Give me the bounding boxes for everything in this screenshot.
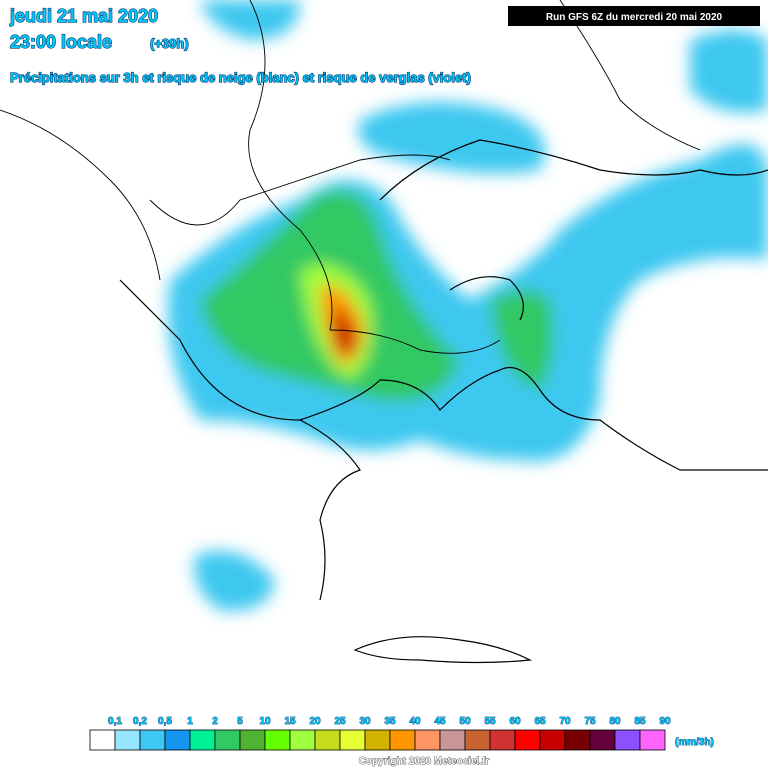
- legend-label: 90: [659, 716, 671, 727]
- legend-label: 40: [409, 716, 421, 727]
- legend-swatch: [589, 729, 616, 751]
- date: jeudi 21 mai 2020: [9, 6, 158, 26]
- legend-swatch: [489, 729, 516, 751]
- legend-label: 0,1: [108, 716, 122, 727]
- legend-swatch: [164, 729, 191, 751]
- legend-swatch: [114, 729, 141, 751]
- legend-label: 85: [634, 716, 646, 727]
- legend-label: 0,2: [133, 716, 147, 727]
- legend-label: 65: [534, 716, 546, 727]
- legend-label: 60: [509, 716, 521, 727]
- legend-label: 0,5: [158, 716, 172, 727]
- legend-swatch: [564, 729, 591, 751]
- legend-label: 30: [359, 716, 371, 727]
- legend-label: 50: [459, 716, 471, 727]
- legend-swatch: [464, 729, 491, 751]
- legend-label: 20: [309, 716, 321, 727]
- legend-swatch: [364, 729, 391, 751]
- legend-label: 55: [484, 716, 496, 727]
- legend-swatch: [514, 729, 541, 751]
- copyright: Copyright 2020 Meteociel.fr: [359, 756, 490, 767]
- borders: [0, 0, 701, 354]
- legend-swatch: [414, 729, 441, 751]
- legend-unit: (mm/3h): [675, 737, 714, 748]
- legend-swatch: [339, 729, 366, 751]
- legend-label: 15: [284, 716, 296, 727]
- coastlines: [119, 139, 768, 664]
- legend-label: 70: [559, 716, 571, 727]
- legend-label: 45: [434, 716, 446, 727]
- legend-label: 5: [237, 716, 243, 727]
- legend-label: 75: [584, 716, 596, 727]
- time: 23:00 locale: [10, 32, 112, 52]
- legend-swatch: [239, 729, 266, 751]
- legend-swatch: [89, 729, 116, 751]
- legend-swatch: [139, 729, 166, 751]
- legend-label: 1: [187, 716, 193, 727]
- legend-label: 25: [334, 716, 346, 727]
- run-info: Run GFS 6Z du mercredi 20 mai 2020: [546, 12, 723, 23]
- legend-swatch: [264, 729, 291, 751]
- legend: 0,1 0,2 0,5 1 2 5 10 15 20 25 30 35 40 45 50 55 60 65 70 75…: [89, 716, 671, 751]
- legend-swatch: [214, 729, 241, 751]
- legend-swatch: [389, 729, 416, 751]
- subtitle: Précipitations sur 3h et risque de neige…: [10, 70, 471, 85]
- legend-label: 35: [384, 716, 396, 727]
- legend-swatch: [314, 729, 341, 751]
- legend-swatch: [639, 729, 666, 751]
- legend-label: 10: [259, 716, 271, 727]
- legend-label: 2: [212, 716, 218, 727]
- legend-label: 80: [609, 716, 621, 727]
- legend-swatch: [614, 729, 641, 751]
- precipitation: [168, 0, 768, 611]
- legend-swatch: [539, 729, 566, 751]
- legend-swatch: [289, 729, 316, 751]
- legend-swatch: [439, 729, 466, 751]
- run-box: [508, 6, 760, 26]
- lead-time: (+39h): [150, 36, 189, 51]
- legend-swatch: [189, 729, 216, 751]
